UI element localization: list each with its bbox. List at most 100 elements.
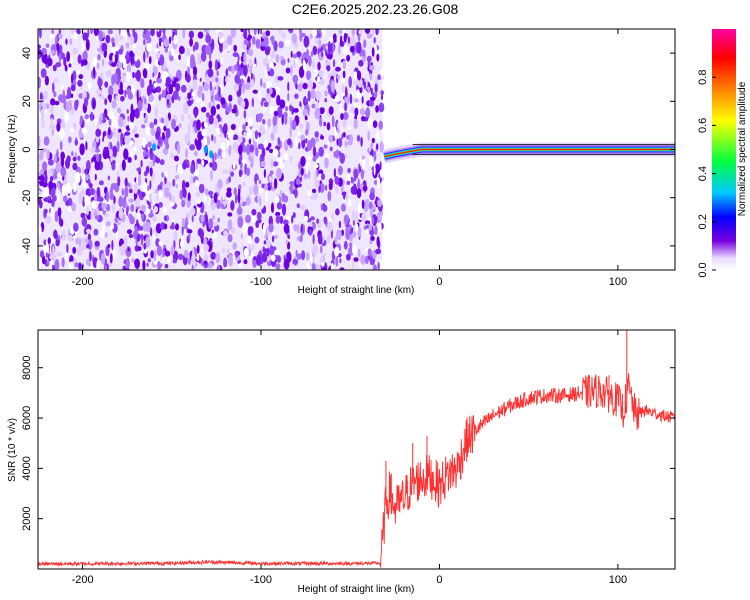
noise-speckle	[361, 96, 364, 104]
noise-speckle	[160, 117, 165, 125]
noise-speckle	[365, 228, 370, 234]
noise-speckle	[330, 80, 335, 93]
noise-speckle	[187, 65, 190, 77]
noise-speckle	[50, 104, 54, 115]
noise-speckle	[217, 264, 221, 270]
noise-speckle	[61, 83, 64, 90]
noise-speckle	[167, 255, 172, 263]
noise-speckle	[121, 188, 125, 196]
spectrogram-x-ticks: -200 -100 0 100	[72, 29, 627, 288]
noise-speckle	[380, 94, 384, 101]
noise-speckle	[114, 122, 119, 127]
noise-speckle	[248, 138, 252, 145]
noise-speckle	[233, 44, 237, 52]
noise-speckle	[58, 29, 62, 35]
noise-speckle	[222, 126, 225, 134]
noise-speckle	[222, 169, 229, 174]
noise-speckle	[354, 98, 359, 103]
noise-speckle	[220, 97, 226, 105]
noise-speckle	[92, 100, 95, 111]
colorbar-gradient	[712, 29, 736, 270]
noise-speckle	[252, 36, 256, 45]
noise-speckle	[332, 59, 336, 68]
noise-speckle	[97, 53, 101, 61]
noise-speckle	[287, 234, 291, 239]
noise-speckle	[201, 128, 207, 137]
noise-speckle	[237, 216, 244, 228]
noise-speckle	[336, 122, 340, 129]
noise-speckle	[344, 240, 348, 250]
noise-speckle	[118, 29, 121, 36]
noise-speckle	[70, 93, 74, 98]
noise-speckle	[94, 240, 100, 247]
noise-speckle	[175, 223, 179, 231]
noise-speckle	[294, 93, 299, 99]
noise-speckle	[323, 144, 328, 149]
noise-speckle	[278, 161, 285, 170]
noise-speckle	[156, 245, 162, 256]
noise-speckle	[94, 173, 97, 181]
noise-speckle	[95, 153, 100, 162]
noise-speckle	[125, 257, 130, 269]
noise-speckle	[280, 55, 284, 61]
noise-speckle	[361, 56, 366, 61]
noise-speckle	[55, 239, 60, 247]
noise-speckle	[361, 212, 367, 222]
noise-speckle	[129, 188, 133, 194]
noise-speckle	[378, 102, 385, 113]
noise-speckle	[234, 64, 238, 72]
noise-speckle	[323, 121, 327, 127]
noise-speckle	[163, 125, 167, 132]
noise-speckle	[264, 123, 268, 130]
noise-speckle	[50, 189, 56, 198]
noise-speckle	[136, 89, 139, 102]
noise-speckle	[369, 229, 375, 236]
noise-speckle	[81, 59, 88, 66]
noise-speckle	[95, 128, 102, 137]
spectrogram-noise	[38, 29, 385, 270]
noise-speckle	[364, 220, 371, 225]
noise-speckle	[269, 87, 273, 95]
noise-speckle	[112, 54, 115, 63]
noise-speckle	[178, 45, 185, 55]
noise-speckle	[70, 55, 73, 66]
noise-speckle	[281, 114, 284, 125]
noise-speckle	[112, 42, 116, 47]
noise-speckle	[214, 59, 218, 71]
noise-speckle	[377, 213, 382, 222]
noise-speckle	[242, 123, 247, 131]
noise-speckle	[155, 60, 159, 68]
noise-speckle	[258, 187, 264, 194]
noise-speckle	[118, 128, 122, 133]
noise-speckle	[214, 96, 221, 101]
noise-speckle	[61, 229, 66, 241]
noise-speckle	[375, 248, 382, 255]
noise-speckle	[377, 74, 381, 81]
noise-speckle	[356, 41, 362, 54]
noise-speckle	[52, 253, 57, 259]
noise-speckle	[278, 29, 282, 35]
noise-speckle	[341, 133, 344, 140]
noise-speckle	[134, 133, 139, 138]
noise-speckle	[245, 196, 251, 206]
noise-speckle	[163, 38, 170, 48]
noise-speckle	[193, 150, 198, 157]
noise-speckle	[153, 82, 157, 88]
noise-speckle	[104, 98, 108, 106]
noise-speckle	[287, 58, 290, 63]
noise-speckle	[159, 93, 166, 98]
noise-speckle	[346, 253, 351, 261]
noise-speckle	[299, 31, 303, 42]
noise-speckle	[68, 99, 73, 111]
noise-speckle	[249, 79, 255, 88]
noise-speckle	[129, 35, 135, 46]
noise-speckle	[204, 121, 209, 129]
noise-speckle	[238, 144, 243, 155]
noise-speckle	[242, 64, 248, 77]
noise-speckle	[365, 107, 371, 118]
noise-speckle	[333, 168, 337, 178]
noise-speckle	[180, 113, 185, 122]
noise-speckle	[358, 29, 363, 35]
noise-speckle	[116, 131, 120, 141]
noise-speckle	[72, 70, 77, 81]
